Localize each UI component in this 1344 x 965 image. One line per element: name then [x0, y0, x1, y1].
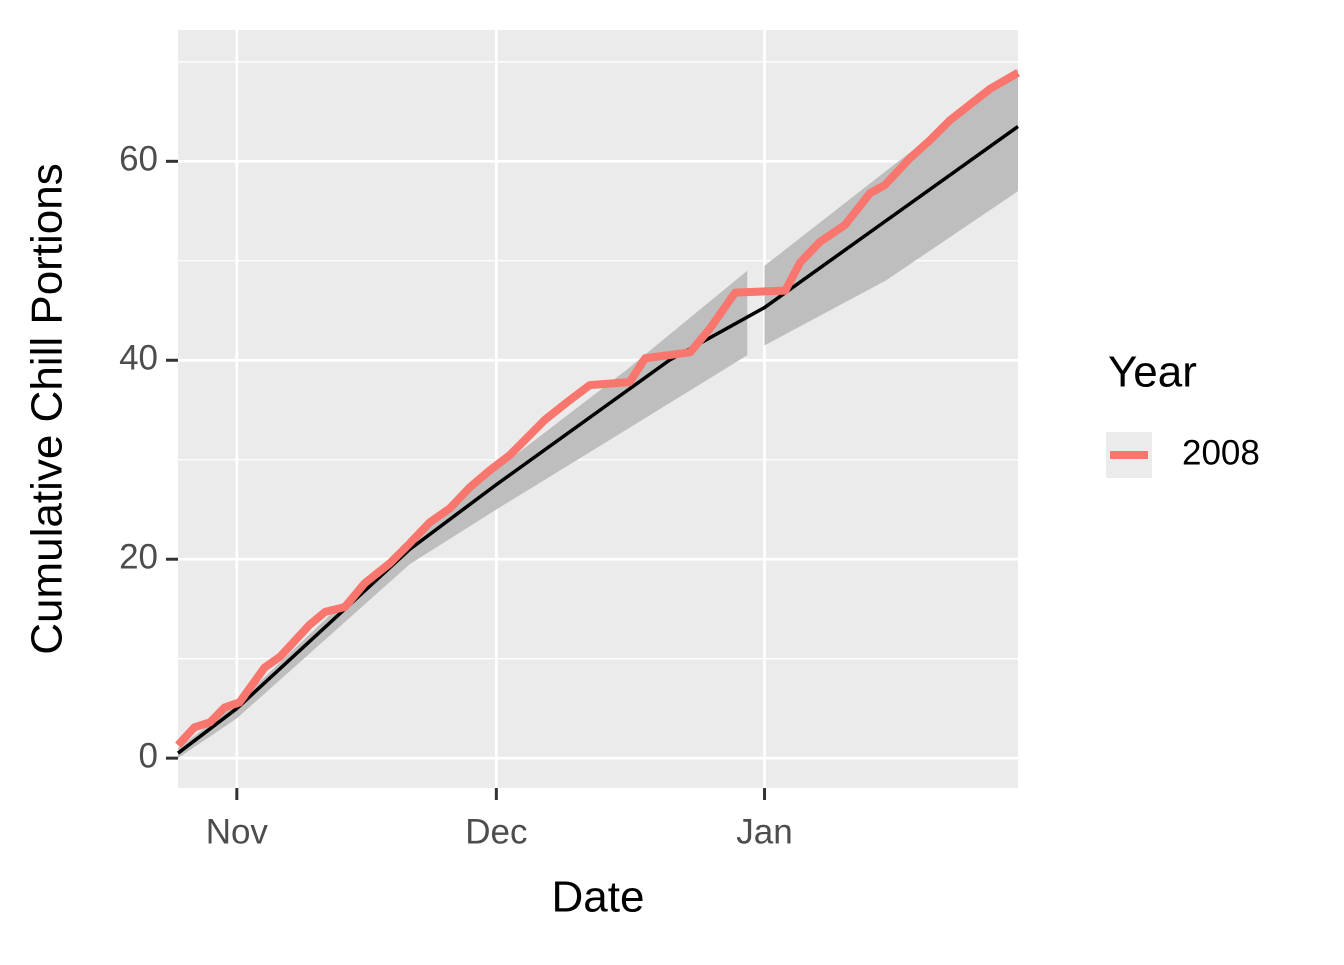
x-tick-label: Dec	[465, 812, 527, 851]
band	[764, 68, 1018, 346]
y-axis-title: Cumulative Chill Portions	[23, 163, 72, 655]
legend-title: Year	[1108, 348, 1197, 397]
grid	[178, 30, 1018, 788]
y-tick-label: 20	[119, 537, 158, 576]
axes: 0 20 40 60 Nov Dec Jan	[119, 140, 793, 852]
legend-label: 2008	[1182, 433, 1260, 472]
y-tick-label: 60	[119, 140, 158, 179]
median-line	[176, 125, 1020, 755]
y-tick-label: 40	[119, 339, 158, 378]
y-tick-label: 0	[139, 736, 158, 775]
series-line	[175, 69, 1020, 748]
x-tick-label: Nov	[206, 812, 269, 851]
x-tick-label: Jan	[736, 812, 792, 851]
x-axis-title: Date	[552, 873, 645, 922]
marks	[175, 68, 1020, 759]
band	[178, 270, 748, 759]
